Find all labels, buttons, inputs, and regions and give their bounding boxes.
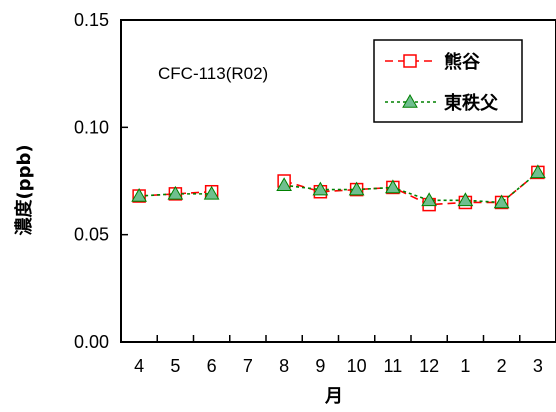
- y-axis-title: 濃度(ppb): [13, 144, 35, 235]
- x-tick-label: 1: [460, 356, 470, 376]
- legend-marker: [404, 55, 416, 67]
- x-axis-title: 月: [324, 386, 343, 407]
- x-tick-label: 3: [533, 356, 543, 376]
- x-tick-label: 11: [384, 356, 403, 376]
- x-tick-label: 8: [279, 356, 289, 376]
- legend-label: 東秩父: [444, 92, 499, 114]
- x-tick-label: 9: [315, 356, 325, 376]
- x-tick-label: 6: [207, 356, 217, 376]
- x-tick-label: 10: [347, 356, 367, 376]
- y-tick-label: 0.00: [74, 332, 109, 352]
- legend-label: 熊谷: [444, 51, 481, 73]
- chart-title: CFC-113(R02): [158, 64, 268, 83]
- x-tick-label: 2: [497, 356, 507, 376]
- x-tick-label: 7: [243, 356, 253, 376]
- x-tick-label: 5: [170, 356, 180, 376]
- y-tick-label: 0.10: [74, 117, 109, 137]
- y-tick-label: 0.15: [74, 10, 109, 30]
- x-tick-label: 12: [419, 356, 439, 376]
- x-tick-label: 4: [134, 356, 144, 376]
- y-tick-label: 0.05: [74, 225, 109, 245]
